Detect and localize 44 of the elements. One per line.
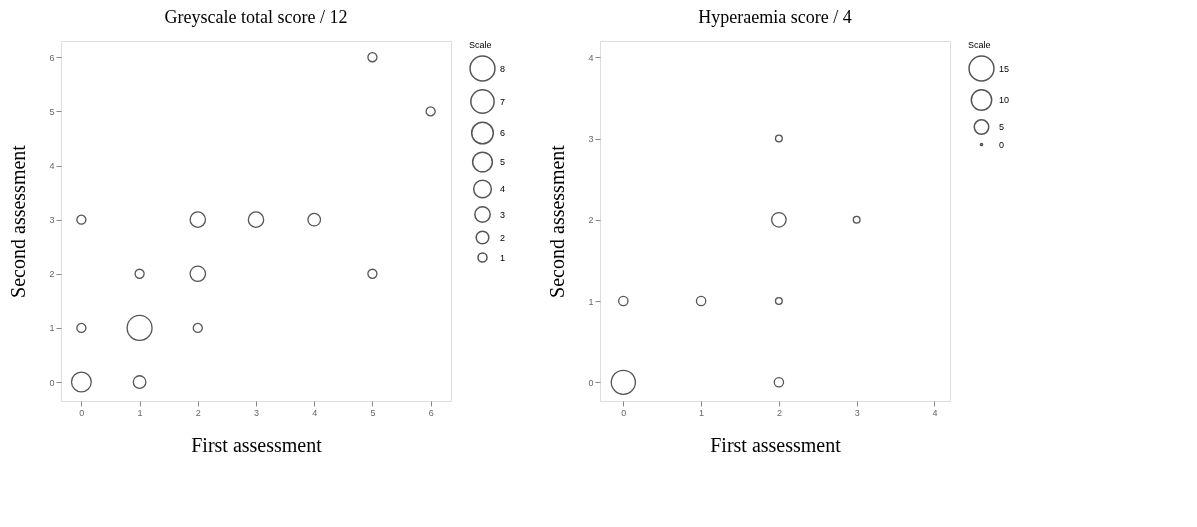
- y-tick-label: 5: [49, 106, 55, 117]
- y-tick-label: 1: [49, 323, 55, 334]
- x-tick-label: 4: [312, 407, 318, 418]
- y-axis-title: Second assessment: [7, 144, 30, 298]
- legend-label: 8: [500, 63, 506, 74]
- legend-title: Scale: [469, 40, 492, 50]
- y-axis-title: Second assessment: [546, 144, 569, 298]
- legend-label: 3: [500, 209, 506, 220]
- legend-label: 0: [999, 139, 1005, 150]
- y-tick-label: 3: [588, 134, 594, 145]
- x-tick-label: 2: [776, 407, 782, 418]
- x-tick-label: 5: [370, 407, 376, 418]
- x-tick-label: 3: [854, 407, 860, 418]
- legend-label: 15: [999, 63, 1010, 74]
- x-tick-label: 4: [932, 407, 938, 418]
- legend-label: 7: [500, 96, 506, 107]
- legend-label: 5: [500, 157, 506, 167]
- y-tick-label: 0: [588, 377, 594, 388]
- y-tick-label: 2: [49, 269, 55, 280]
- legend-title: Scale: [968, 40, 991, 50]
- x-tick-label: 0: [621, 407, 627, 418]
- y-tick-label: 6: [49, 52, 55, 63]
- y-tick-label: 4: [588, 52, 594, 63]
- legend-label: 5: [999, 122, 1005, 132]
- x-axis-title: First assessment: [191, 433, 323, 456]
- y-tick-label: 1: [588, 296, 594, 307]
- y-tick-label: 3: [49, 215, 55, 226]
- chart-title: Hyperaemia score / 4: [698, 7, 852, 27]
- legend-label: 2: [500, 232, 506, 243]
- chart-title: Greyscale total score / 12: [164, 7, 348, 27]
- x-tick-label: 0: [79, 407, 85, 418]
- y-tick-label: 0: [49, 377, 55, 388]
- x-tick-label: 1: [699, 407, 705, 418]
- x-axis-title: First assessment: [710, 433, 842, 456]
- x-tick-label: 2: [195, 407, 201, 418]
- x-tick-label: 3: [253, 407, 260, 418]
- legend-label: 1: [500, 252, 506, 263]
- y-tick-label: 2: [588, 215, 594, 226]
- legend-label: 10: [999, 95, 1010, 105]
- x-tick-label: 6: [428, 407, 434, 418]
- x-tick-label: 1: [137, 407, 143, 418]
- legend-label: 4: [500, 184, 506, 194]
- legend-label: 6: [500, 128, 506, 138]
- y-tick-label: 4: [49, 161, 55, 172]
